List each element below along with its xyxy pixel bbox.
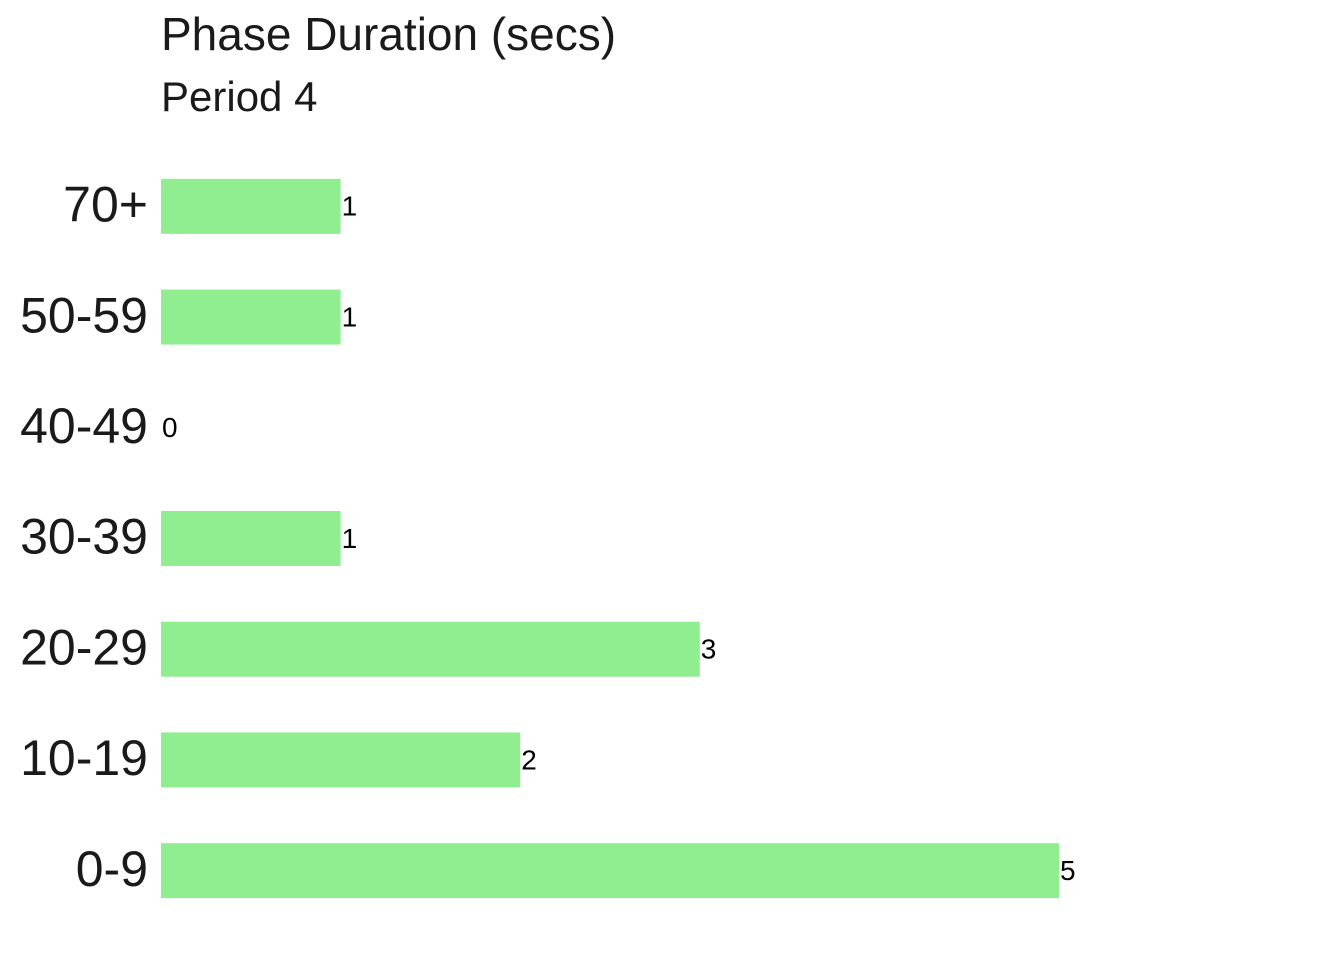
bar <box>161 289 341 345</box>
value-label: 1 <box>342 301 358 332</box>
chart-subtitle: Period 4 <box>161 73 317 120</box>
bar <box>161 511 341 566</box>
value-label: 1 <box>342 523 358 554</box>
value-label: 1 <box>342 191 358 222</box>
y-tick-label: 20-29 <box>20 619 148 675</box>
value-label: 2 <box>521 744 537 775</box>
value-label: 5 <box>1060 855 1076 886</box>
y-tick-label: 70+ <box>63 177 148 233</box>
bar <box>161 732 521 788</box>
chart-title: Phase Duration (secs) <box>161 8 616 60</box>
bar <box>161 843 1059 899</box>
bar <box>161 621 700 677</box>
y-tick-label: 0-9 <box>76 841 148 897</box>
value-label: 0 <box>162 412 178 443</box>
y-tick-label: 30-39 <box>20 509 148 565</box>
y-tick-label: 40-49 <box>20 398 148 454</box>
y-tick-label: 50-59 <box>20 287 148 343</box>
bar <box>161 178 341 234</box>
y-tick-label: 10-19 <box>20 730 148 786</box>
value-label: 3 <box>701 634 717 665</box>
